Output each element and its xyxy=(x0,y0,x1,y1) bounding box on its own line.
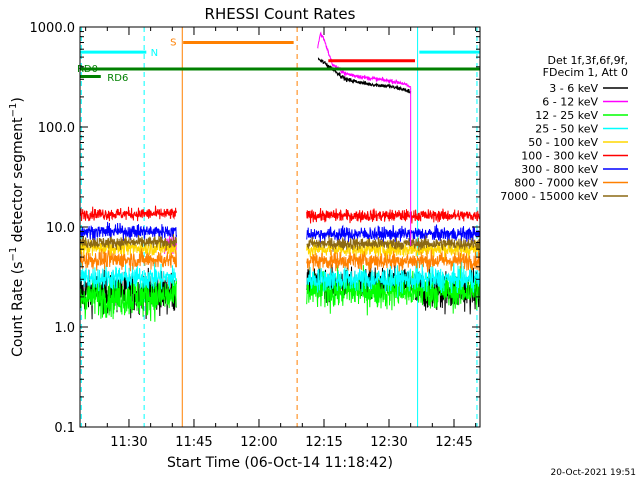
y-tick-label: 0.1 xyxy=(54,421,75,436)
x-tick-label: 11:45 xyxy=(175,435,212,450)
y-axis-label: Count Rate (s−1 detector segment−1) xyxy=(8,97,26,357)
flag-label: S xyxy=(170,37,176,48)
y-tick-label: 1.0 xyxy=(54,321,75,336)
series-line xyxy=(80,265,480,322)
legend-header: FDecim 1, Att 0 xyxy=(543,66,628,79)
legend-entry-label: 12 - 25 keV xyxy=(535,109,598,122)
x-axis-label: Start Time (06-Oct-14 11:18:42) xyxy=(167,455,393,471)
y-tick-label: 1000.0 xyxy=(30,21,76,36)
flag-label: RD0 xyxy=(77,64,98,75)
x-tick-label: 12:30 xyxy=(370,435,407,450)
x-tick-label: 12:15 xyxy=(305,435,342,450)
legend: Det 1f,3f,6f,9f,FDecim 1, Att 0 3 - 6 keV… xyxy=(500,54,628,203)
y-axis-label-superscript: −1 xyxy=(8,247,19,262)
plot-area: N S RD0 RD6 xyxy=(77,27,480,427)
series-line xyxy=(80,205,480,224)
axes: 11:30 11:45 12:00 12:15 12:30 12:45 0.1 1.0 10.0… xyxy=(30,21,480,450)
y-axis-label-superscript: −1 xyxy=(8,103,19,118)
footer-timestamp: 20-Oct-2021 19:51 xyxy=(551,468,636,478)
series-line xyxy=(80,221,480,244)
x-tick-label: 12:00 xyxy=(240,435,277,450)
y-tick-label: 100.0 xyxy=(38,121,75,136)
y-axis-label-part: Count Rate (s xyxy=(10,262,26,357)
legend-entry-label: 800 - 7000 keV xyxy=(514,177,598,190)
legend-entry-label: 3 - 6 keV xyxy=(549,82,598,95)
legend-entry-label: 100 - 300 keV xyxy=(521,150,598,163)
plot-clip-group xyxy=(80,27,480,427)
series-line xyxy=(80,248,480,273)
series-line xyxy=(80,233,480,252)
legend-header: Det 1f,3f,6f,9f, xyxy=(547,54,628,67)
legend-entry-label: 7000 - 15000 keV xyxy=(500,190,598,203)
flag-label: N xyxy=(151,48,158,59)
y-tick-label: 10.0 xyxy=(46,221,75,236)
legend-entry-label: 300 - 800 keV xyxy=(521,163,598,176)
legend-entry-label: 25 - 50 keV xyxy=(535,123,598,136)
x-tick-label: 12:45 xyxy=(435,435,472,450)
flag-label: RD6 xyxy=(107,73,128,84)
y-axis-label-part: detector segment xyxy=(10,117,26,247)
y-axis-label-part: ) xyxy=(10,97,26,102)
legend-entry-label: 6 - 12 keV xyxy=(542,96,598,109)
legend-entry-label: 50 - 100 keV xyxy=(528,136,598,149)
x-tick-label: 11:30 xyxy=(110,435,147,450)
series-line xyxy=(80,261,480,298)
chart-title: RHESSI Count Rates xyxy=(205,5,356,23)
